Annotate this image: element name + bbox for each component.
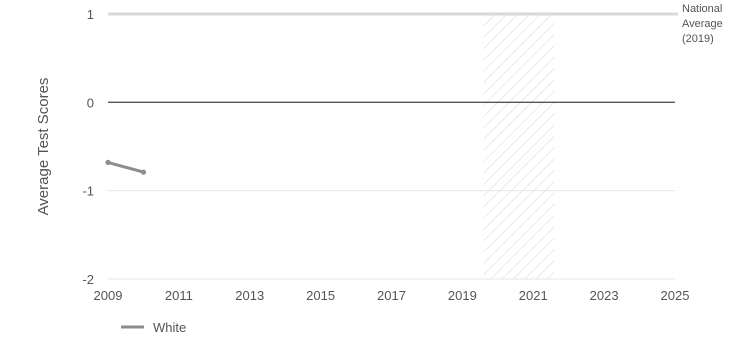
y-tick-label: -2 [82, 272, 94, 287]
x-tick-label: 2015 [306, 288, 335, 303]
data-point [140, 169, 147, 175]
shaded-region [483, 14, 555, 279]
x-tick-label: 2021 [519, 288, 548, 303]
y-tick-label: 1 [87, 7, 94, 22]
x-tick-label: 2017 [377, 288, 406, 303]
y-tick-label: -1 [82, 184, 94, 199]
data-point [105, 159, 111, 165]
series-line-white [106, 160, 145, 174]
x-tick-label: 2019 [448, 288, 477, 303]
x-tick-label: 2013 [235, 288, 264, 303]
legend-label: White [153, 320, 186, 335]
y-axis-title: Average Test Scores [35, 78, 52, 216]
y-tick-label: 0 [87, 95, 94, 110]
x-tick-label: 2023 [590, 288, 619, 303]
reference-line-label: (2019) [682, 33, 714, 45]
reference-line-label: Average [682, 18, 723, 30]
reference-line-label: National [682, 3, 722, 15]
x-tick-label: 2011 [165, 288, 193, 303]
x-tick-label: 2025 [661, 288, 690, 303]
x-tick-label: 2009 [94, 288, 123, 303]
